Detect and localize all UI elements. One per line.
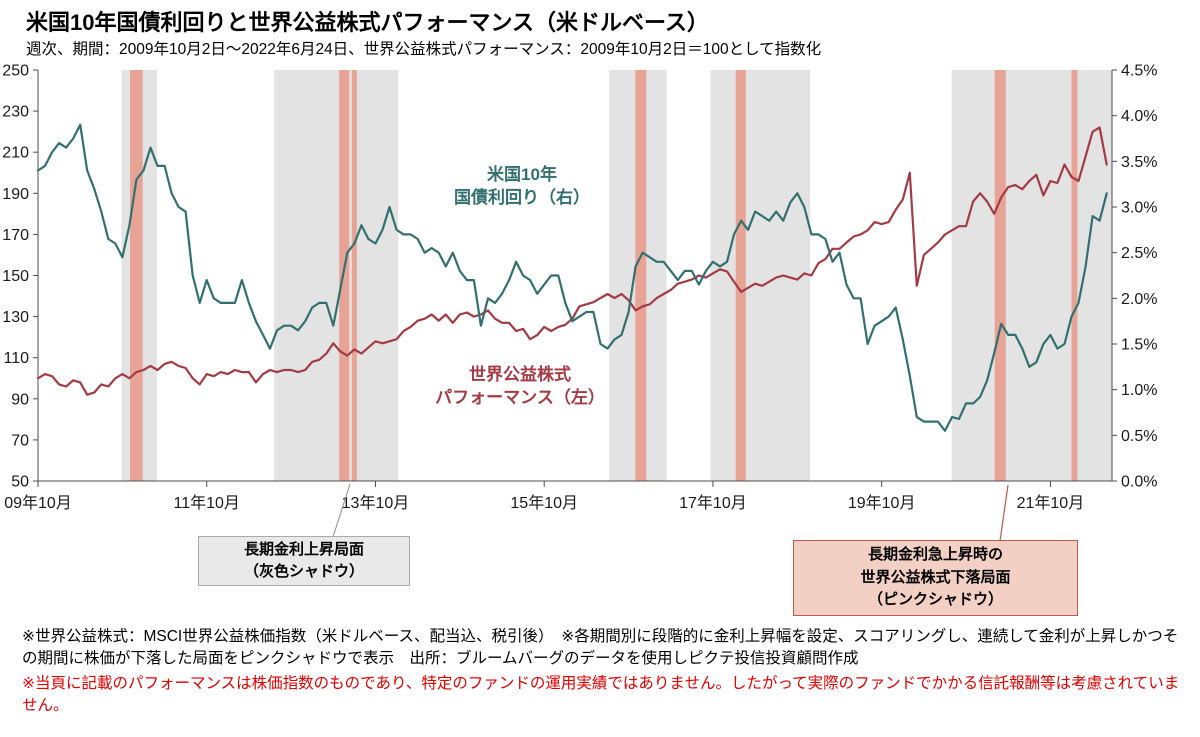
svg-text:3.0%: 3.0%: [1121, 200, 1157, 217]
svg-text:1.0%: 1.0%: [1121, 382, 1157, 399]
svg-text:70: 70: [11, 432, 29, 449]
svg-text:13年10月: 13年10月: [342, 494, 410, 512]
svg-text:17年10月: 17年10月: [679, 494, 747, 512]
chart-title: 米国10年国債利回りと世界公益株式パフォーマンス（米ドルベース）: [26, 10, 709, 35]
svg-text:世界公益株式: 世界公益株式: [469, 364, 571, 384]
svg-text:170: 170: [2, 227, 29, 244]
gray-callout-line-2: （灰色シャドウ）: [243, 563, 364, 580]
footnote-disclaimer: ※当頁に記載のパフォーマンスは株価指数のものであり、特定のファンドの運用実績では…: [22, 675, 1180, 714]
svg-text:190: 190: [2, 186, 29, 203]
gray-callout-line-1: 長期金利上昇局面: [243, 540, 364, 558]
chart-subtitle: 週次、期間：2009年10月2日～2022年6月24日、世界公益株式パフォーマン…: [26, 41, 822, 58]
pink-callout-line-1: 長期金利急上昇時の: [867, 546, 1003, 564]
svg-text:19年10月: 19年10月: [848, 494, 916, 512]
pink-callout-line-3: （ピンクシャドウ）: [867, 591, 1003, 609]
svg-text:110: 110: [3, 350, 29, 367]
svg-text:150: 150: [2, 268, 29, 285]
pink-shadow-callout: 長期金利急上昇時の 世界公益株式下落局面 （ピンクシャドウ）: [793, 540, 1078, 616]
svg-text:90: 90: [11, 391, 29, 408]
svg-text:3.5%: 3.5%: [1121, 154, 1157, 171]
footnotes: ※世界公益株式：MSCI世界公益株価指数（米ドルベース、配当込、税引後） ※各期…: [22, 626, 1182, 717]
svg-text:230: 230: [2, 104, 29, 121]
gray-shadow-callout: 長期金利上昇局面 （灰色シャドウ）: [198, 536, 410, 586]
svg-text:2.5%: 2.5%: [1121, 245, 1157, 262]
svg-text:4.0%: 4.0%: [1121, 108, 1157, 125]
footnote-source: ※世界公益株式：MSCI世界公益株価指数（米ドルベース、配当込、税引後） ※各期…: [22, 628, 1179, 667]
svg-text:パフォーマンス（左）: パフォーマンス（左）: [435, 387, 605, 407]
svg-text:1.5%: 1.5%: [1121, 337, 1157, 354]
pink-callout-line-2: 世界公益株式下落局面: [860, 568, 1011, 586]
svg-text:0.0%: 0.0%: [1121, 474, 1157, 491]
svg-text:210: 210: [2, 145, 29, 162]
svg-text:4.5%: 4.5%: [1121, 63, 1157, 80]
svg-text:11年10月: 11年10月: [174, 494, 240, 512]
chart-svg: 250 230 210 190 170 150 130 110 90 70 50 4.5% 4.0% 3.…: [2, 63, 1157, 542]
svg-text:21年10月: 21年10月: [1017, 494, 1085, 512]
svg-text:2.0%: 2.0%: [1121, 291, 1157, 308]
svg-text:0.5%: 0.5%: [1121, 428, 1157, 445]
svg-text:09年10月: 09年10月: [4, 494, 72, 512]
svg-text:米国10年: 米国10年: [487, 164, 557, 184]
svg-text:15年10月: 15年10月: [510, 494, 578, 512]
svg-text:250: 250: [2, 63, 29, 80]
svg-text:国債利回り（右）: 国債利回り（右）: [454, 187, 590, 207]
svg-text:50: 50: [11, 474, 29, 491]
svg-text:130: 130: [2, 309, 29, 326]
